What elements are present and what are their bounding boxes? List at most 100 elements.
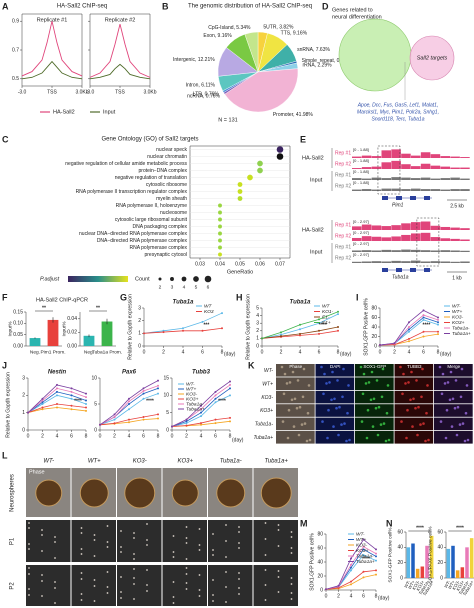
cell: [93, 539, 96, 541]
cell: [277, 570, 280, 572]
x-tick-label: -3.0: [86, 89, 95, 95]
y-tick-label: 0: [256, 343, 259, 349]
data-point: [85, 392, 87, 395]
cell: [290, 592, 293, 594]
y-tick-label: 0.04: [67, 316, 77, 322]
significance: **: [96, 305, 100, 311]
series-line: [89, 23, 151, 78]
data-point: [56, 406, 58, 409]
cell: [405, 436, 408, 440]
term-label: nuclear DNA−directed RNA polymerase comp…: [79, 231, 187, 237]
legend-label: WT: [204, 303, 213, 309]
panel-label: F: [2, 292, 8, 302]
signal-bar: [430, 178, 441, 180]
data-point: [157, 384, 159, 387]
cell: [456, 405, 460, 409]
cell: [337, 433, 340, 437]
cell: [464, 411, 468, 415]
signal-bar: [420, 152, 431, 158]
track-range: [0 - 1.88]: [353, 158, 369, 163]
data-point: [200, 423, 202, 426]
x-tick-label: 8: [375, 593, 378, 599]
signal-bar: [352, 226, 362, 230]
cell: [449, 370, 453, 374]
cell: [412, 397, 415, 401]
data-point: [350, 566, 352, 569]
signal-bar: [371, 261, 382, 263]
cell: [407, 381, 410, 384]
signal-bar: [420, 177, 431, 180]
dot: [257, 167, 263, 174]
data-point: [182, 327, 184, 330]
data-point: [337, 313, 339, 316]
legend-label: WT-: [356, 531, 365, 537]
cell: [424, 439, 427, 443]
signal-bar: [352, 250, 362, 252]
cell: [172, 535, 175, 537]
signal-bar: [361, 178, 372, 180]
cell: [238, 526, 240, 528]
cell: [185, 542, 188, 544]
x-tick-label: Neg.: [30, 349, 40, 355]
x-tick-label: 4: [128, 433, 131, 439]
cell: [343, 422, 346, 425]
cell: [80, 532, 83, 534]
cell: [446, 381, 450, 384]
y-axis-label: SOX1/PAX6 Positive cell%: [427, 526, 433, 584]
bar: [101, 321, 113, 346]
panel-label: L: [2, 450, 8, 460]
data-point: [280, 335, 282, 338]
cell: [336, 379, 339, 382]
y-tick-label: 0: [94, 427, 97, 433]
exon: [396, 268, 402, 272]
dot: [218, 217, 222, 222]
cell: [28, 548, 30, 550]
chart-title: Nestin: [48, 370, 67, 376]
cell: [323, 372, 326, 376]
data-point: [422, 314, 425, 317]
x-tick-label: 6: [422, 349, 425, 355]
cell: [28, 527, 30, 529]
data-point: [200, 411, 202, 414]
cell: [282, 392, 286, 396]
cell: [458, 423, 462, 426]
series-line: [21, 60, 83, 80]
cell: [238, 578, 240, 580]
micrograph: [315, 404, 355, 417]
size-key-label: 3: [171, 284, 174, 290]
factor-label: HA-Sall2: [302, 227, 324, 233]
signal-bar: [391, 160, 401, 169]
cell: [286, 436, 290, 440]
data-point: [142, 418, 145, 421]
cell: [41, 550, 43, 552]
cell: [212, 549, 214, 551]
data-point: [325, 588, 327, 591]
y-tick-label: 1: [138, 331, 141, 337]
data-point: [318, 329, 320, 332]
y-tick-label: 80: [371, 305, 377, 311]
cell: [264, 554, 267, 556]
bar: [446, 548, 451, 578]
track-label: Rep #1: [335, 222, 351, 228]
dot: [276, 153, 284, 160]
micrograph: [276, 404, 315, 417]
series-line: [325, 570, 377, 590]
legend-label: Tuba1a+: [452, 331, 471, 337]
data-point: [229, 380, 231, 383]
cell: [106, 546, 109, 548]
y-axis-label: SOX1-GFP Positive cell%: [309, 533, 315, 591]
legend-label: WT-: [186, 381, 195, 387]
cell: [443, 382, 447, 385]
y-tick-label: 0.00: [13, 343, 23, 349]
cell: [364, 382, 368, 385]
cell: [212, 579, 214, 581]
highlight-box: [377, 145, 401, 195]
signal-bar: [371, 177, 382, 180]
term-label: negative regulation of translation: [115, 175, 187, 181]
cell: [225, 586, 227, 588]
slice-label: Intergenic, 12.21%: [173, 57, 215, 63]
signal-bar: [401, 249, 411, 252]
significance: ****: [362, 557, 370, 563]
data-point: [41, 397, 44, 400]
cell: [54, 557, 56, 559]
